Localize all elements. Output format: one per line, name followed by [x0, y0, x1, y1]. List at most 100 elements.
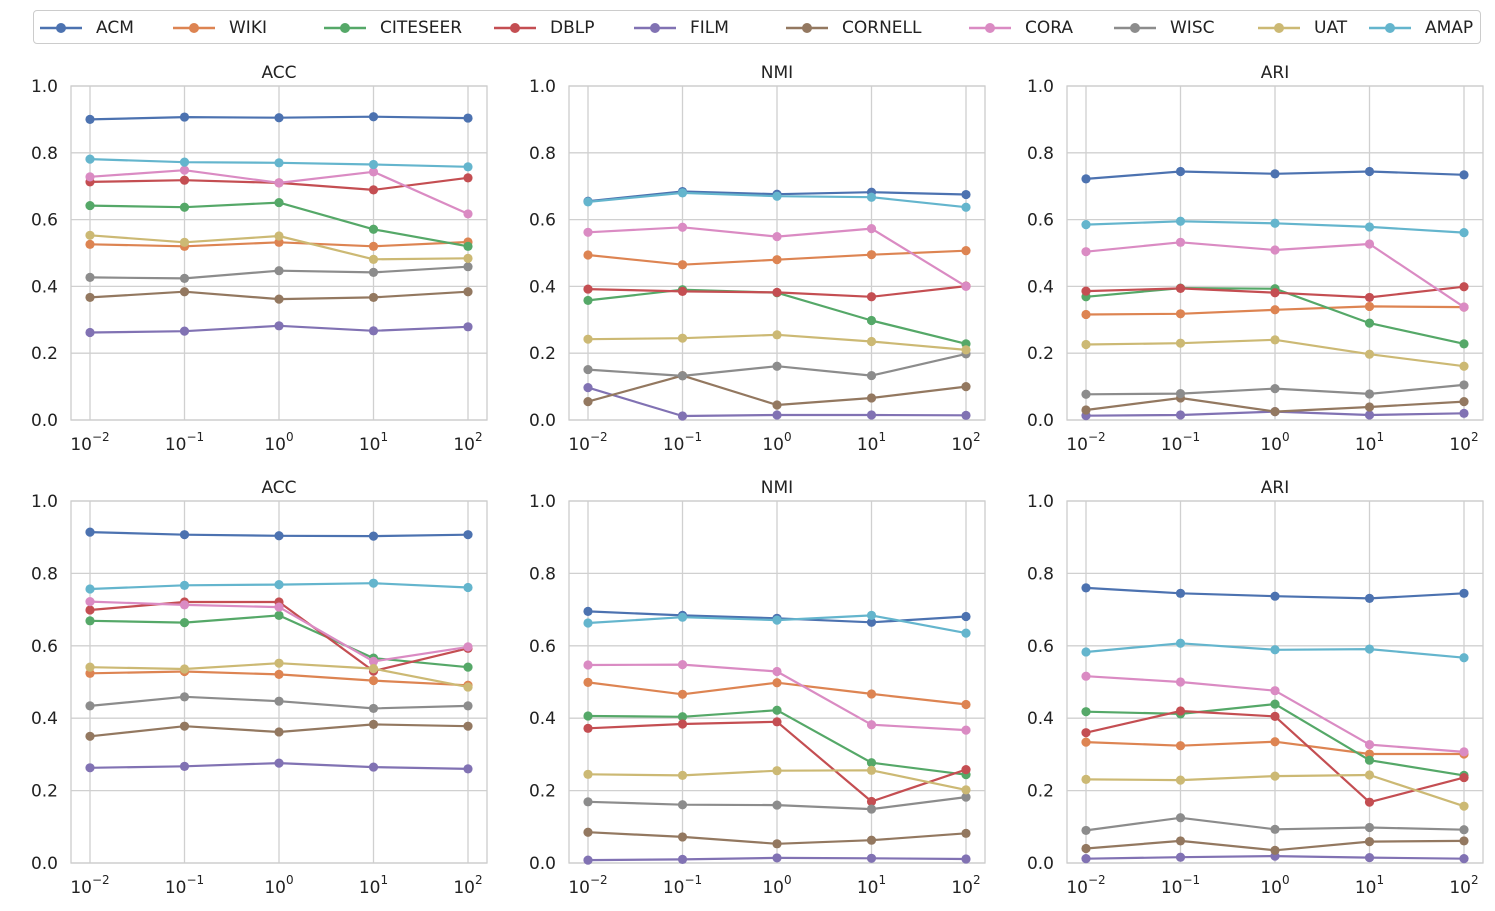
- point-amap: [866, 192, 877, 202]
- point-cora: [274, 178, 284, 188]
- point-acm: [1459, 588, 1469, 598]
- legend-label: FILM: [690, 18, 729, 38]
- legend-label: CITESEER: [380, 18, 463, 38]
- point-wiki: [1081, 737, 1091, 747]
- point-cora: [179, 600, 190, 610]
- chart-title: ARI: [1261, 478, 1289, 498]
- point-cornell: [1364, 402, 1375, 412]
- point-film: [1175, 852, 1186, 862]
- point-wiki: [1175, 741, 1186, 751]
- x-tick-label: 100: [762, 873, 791, 898]
- y-tick-label: 0.2: [529, 344, 556, 364]
- point-citeseer: [274, 197, 284, 208]
- point-film: [85, 763, 95, 773]
- point-amap: [463, 162, 473, 172]
- point-citeseer: [1270, 699, 1280, 709]
- point-cornell: [583, 827, 593, 837]
- point-cora: [583, 660, 593, 670]
- point-amap: [961, 628, 971, 638]
- point-amap: [368, 159, 379, 170]
- x-tick-label: 102: [453, 873, 482, 898]
- x-tick-label: 101: [857, 873, 886, 898]
- point-film: [274, 321, 284, 331]
- point-cornell: [85, 731, 95, 741]
- point-cornell: [677, 832, 688, 842]
- point-wisc: [274, 696, 284, 706]
- y-tick-label: 0.2: [529, 782, 556, 802]
- legend-swatch-amap: [1369, 23, 1411, 33]
- x-tick-exponent: 2: [1471, 430, 1479, 444]
- point-acm: [961, 189, 971, 200]
- point-wisc: [368, 703, 379, 714]
- point-film: [677, 411, 688, 421]
- point-wiki: [1270, 305, 1280, 315]
- y-tick-label: 0.0: [1027, 854, 1054, 874]
- point-citeseer: [583, 295, 593, 306]
- y-tick-label: 0.4: [529, 277, 556, 297]
- x-tick-base: 10: [165, 878, 187, 898]
- x-tick-exponent: 2: [973, 873, 981, 887]
- point-amap: [1081, 220, 1091, 230]
- y-tick-label: 0.0: [529, 411, 556, 431]
- y-tick-label: 0.2: [1027, 782, 1054, 802]
- x-tick-exponent: 0: [286, 873, 294, 887]
- point-amap: [1364, 644, 1375, 654]
- point-citeseer: [772, 705, 782, 715]
- point-wiki: [961, 699, 971, 710]
- x-tick-exponent: −1: [186, 430, 204, 444]
- legend-label: CORNELL: [842, 18, 922, 38]
- y-tick-label: 0.0: [529, 854, 556, 874]
- point-acm: [1364, 593, 1375, 603]
- y-tick-label: 0.6: [529, 637, 556, 657]
- point-wiki: [368, 675, 379, 686]
- x-tick-exponent: −2: [1088, 873, 1106, 887]
- point-wisc: [1459, 825, 1469, 835]
- point-uat: [677, 770, 688, 780]
- point-uat: [463, 682, 473, 692]
- point-wisc: [463, 262, 473, 272]
- point-cornell: [1270, 845, 1280, 855]
- point-uat: [1081, 339, 1091, 350]
- point-cora: [772, 666, 782, 677]
- point-uat: [1270, 335, 1280, 345]
- point-uat: [1459, 801, 1469, 811]
- point-cora: [274, 602, 284, 612]
- point-cora: [1270, 686, 1280, 696]
- point-film: [1459, 408, 1469, 418]
- x-tick-base: 10: [1161, 435, 1183, 455]
- x-tick-base: 10: [568, 878, 590, 898]
- point-uat: [583, 769, 593, 779]
- point-cora: [772, 232, 782, 242]
- point-acm: [583, 606, 593, 617]
- point-amap: [179, 580, 190, 590]
- point-acm: [1459, 170, 1469, 180]
- y-tick-label: 0.8: [1027, 564, 1054, 584]
- point-dblp: [368, 185, 379, 195]
- point-citeseer: [1459, 339, 1469, 349]
- x-tick-exponent: 2: [1471, 873, 1479, 887]
- y-tick-label: 0.0: [31, 411, 58, 431]
- point-film: [1081, 854, 1091, 864]
- point-amap: [1459, 228, 1469, 238]
- point-uat: [866, 336, 877, 347]
- point-wiki: [274, 237, 284, 247]
- y-tick-label: 1.0: [1027, 77, 1054, 97]
- x-tick-label: 102: [1449, 430, 1478, 455]
- point-acm: [85, 114, 95, 124]
- x-tick-label: 102: [951, 873, 980, 898]
- x-tick-exponent: 1: [879, 873, 887, 887]
- point-wiki: [677, 689, 688, 699]
- point-cora: [866, 720, 877, 730]
- x-tick-exponent: 0: [1282, 430, 1290, 444]
- point-dblp: [1459, 282, 1469, 292]
- point-cornell: [1081, 843, 1091, 854]
- point-acm: [1081, 174, 1091, 184]
- x-tick-base: 10: [857, 435, 879, 455]
- x-tick-label: 102: [453, 430, 482, 455]
- y-tick-label: 0.4: [529, 709, 556, 729]
- x-tick-base: 10: [264, 435, 286, 455]
- point-cora: [368, 656, 379, 666]
- point-cora: [1459, 302, 1469, 312]
- x-tick-exponent: 1: [381, 430, 389, 444]
- point-cornell: [866, 835, 877, 845]
